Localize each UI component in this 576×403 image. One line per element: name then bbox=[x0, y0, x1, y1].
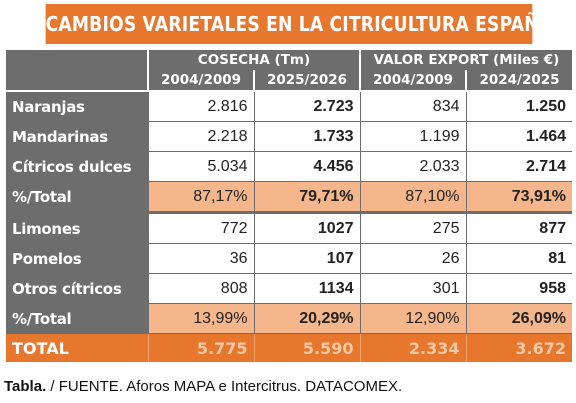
cell: 2.714 bbox=[465, 151, 572, 182]
table-row: Limones 772 1027 275 877 bbox=[6, 212, 572, 244]
year-header: 2004/2009 bbox=[359, 70, 466, 92]
cell: 73,91% bbox=[465, 181, 572, 214]
cell: 87,17% bbox=[147, 181, 254, 214]
cell: 2.033 bbox=[359, 151, 466, 182]
cell: 1.250 bbox=[465, 91, 572, 122]
year-header: 2004/2009 bbox=[147, 70, 254, 92]
row-label: Limones bbox=[6, 212, 148, 244]
cell: 79,71% bbox=[253, 181, 360, 214]
cell: 808 bbox=[147, 273, 254, 304]
cosecha-group-header: COSECHA (Tm) bbox=[147, 50, 360, 70]
cell: 1.733 bbox=[253, 121, 360, 152]
cell: 3.672 bbox=[465, 333, 572, 362]
row-label: Cítricos dulces bbox=[6, 151, 148, 182]
percent-row: %/Total 13,99% 20,29% 12,90% 26,09% bbox=[6, 303, 572, 334]
table-figure: CAMBIOS VARIETALES EN LA CITRICULTURA ES… bbox=[6, 4, 576, 362]
table-row: Pomelos 36 107 26 81 bbox=[6, 243, 572, 274]
year-header: 2024/2025 bbox=[465, 70, 572, 92]
row-label: Mandarinas bbox=[6, 121, 148, 152]
cell: 2.218 bbox=[147, 121, 254, 152]
table-row: Naranjas 2.816 2.723 834 1.250 bbox=[6, 91, 572, 122]
cell: 5.775 bbox=[147, 333, 254, 362]
cell: 20,29% bbox=[253, 303, 360, 334]
table-row: Otros cítricos 808 1134 301 958 bbox=[6, 273, 572, 304]
cell: 834 bbox=[359, 91, 466, 122]
cell: 26,09% bbox=[465, 303, 572, 334]
cell: 301 bbox=[359, 273, 466, 304]
group-header-row: COSECHA (Tm) VALOR EXPORT (Miles €) bbox=[6, 50, 572, 70]
caption-label: Tabla. bbox=[4, 378, 47, 395]
cell: 13,99% bbox=[147, 303, 254, 334]
cell: 2.723 bbox=[253, 91, 360, 122]
caption-source: / FUENTE. Aforos MAPA e Intercitrus. DAT… bbox=[46, 378, 403, 395]
cell: 26 bbox=[359, 243, 466, 274]
cell: 5.034 bbox=[147, 151, 254, 182]
header-blank bbox=[6, 50, 148, 70]
cell: 1027 bbox=[253, 212, 360, 244]
cell: 81 bbox=[465, 243, 572, 274]
cell: 1.199 bbox=[359, 121, 466, 152]
cell: 958 bbox=[465, 273, 572, 304]
cell: 772 bbox=[147, 212, 254, 244]
cell: 877 bbox=[465, 212, 572, 244]
row-label: %/Total bbox=[6, 303, 148, 334]
cell: 4.456 bbox=[253, 151, 360, 182]
table-row: Cítricos dulces 5.034 4.456 2.033 2.714 bbox=[6, 151, 572, 182]
data-table: COSECHA (Tm) VALOR EXPORT (Miles €) 2004… bbox=[6, 50, 572, 362]
row-label: %/Total bbox=[6, 181, 148, 214]
cell: 1134 bbox=[253, 273, 360, 304]
row-label: Pomelos bbox=[6, 243, 148, 274]
cell: 5.590 bbox=[253, 333, 360, 362]
cell: 36 bbox=[147, 243, 254, 274]
table-title: CAMBIOS VARIETALES EN LA CITRICULTURA ES… bbox=[45, 4, 576, 44]
percent-row: %/Total 87,17% 79,71% 87,10% 73,91% bbox=[6, 181, 572, 214]
year-header-row: 2004/2009 2025/2026 2004/2009 2024/2025 bbox=[6, 70, 572, 92]
header-blank bbox=[6, 70, 148, 92]
cell: 12,90% bbox=[359, 303, 466, 334]
year-header: 2025/2026 bbox=[253, 70, 360, 92]
cell: 275 bbox=[359, 212, 466, 244]
table-row: Mandarinas 2.218 1.733 1.199 1.464 bbox=[6, 121, 572, 152]
export-group-header: VALOR EXPORT (Miles €) bbox=[359, 50, 572, 70]
row-label: Naranjas bbox=[6, 91, 148, 122]
cell: 87,10% bbox=[359, 181, 466, 214]
cell: 107 bbox=[253, 243, 360, 274]
table-caption: Tabla. / FUENTE. Aforos MAPA e Intercitr… bbox=[4, 378, 402, 395]
cell: 1.464 bbox=[465, 121, 572, 152]
cell: 2.334 bbox=[359, 333, 466, 362]
row-label: Otros cítricos bbox=[6, 273, 148, 304]
cell: 2.816 bbox=[147, 91, 254, 122]
row-label: TOTAL bbox=[6, 333, 148, 362]
total-row: TOTAL 5.775 5.590 2.334 3.672 bbox=[6, 333, 572, 362]
